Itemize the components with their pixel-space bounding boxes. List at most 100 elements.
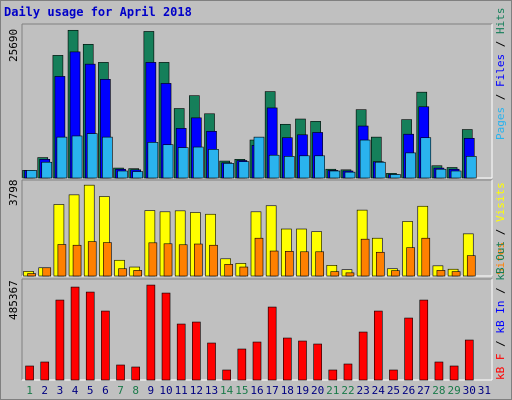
visits-bar: [266, 205, 277, 276]
pages-bar: [132, 171, 143, 178]
visits-bar: [53, 204, 64, 276]
pages-bar: [72, 135, 83, 178]
y-max-label-panel3: 485367: [7, 280, 20, 320]
pages-bar: [405, 152, 416, 178]
day-label: 29: [447, 384, 460, 397]
kbytes-bar: [237, 349, 246, 380]
day-label: 2: [41, 384, 48, 397]
sites-bar-outline: [421, 237, 431, 277]
kbytes-bar: [86, 292, 95, 380]
pages-bar: [269, 155, 280, 178]
visits-bar: [114, 260, 125, 276]
pages-bar: [254, 137, 264, 178]
pages-bar-outline: [390, 174, 401, 179]
pages-bar-outline: [102, 136, 113, 179]
pages-bar-outline: [253, 136, 265, 179]
kbytes-bar: [283, 338, 292, 380]
sites-bar-outline: [300, 251, 309, 277]
pages-bar: [314, 155, 325, 178]
kbytes-bar: [116, 365, 125, 380]
day-label: 9: [148, 384, 155, 397]
kbytes-bar: [55, 300, 64, 380]
kbytes-bar-outline: [131, 366, 141, 381]
pages-bar: [466, 156, 477, 178]
sites-bar-outline: [330, 271, 340, 277]
day-label: 21: [326, 384, 339, 397]
day-label: 5: [87, 384, 94, 397]
pages-bar: [420, 137, 431, 178]
pages-bar-outline: [223, 163, 234, 179]
sites-bar-outline: [315, 251, 324, 277]
kbytes-bar: [101, 311, 110, 380]
sites-bar-outline: [451, 271, 461, 277]
legend-pages-files-hits: Pages / Files / Hits: [494, 8, 507, 141]
pages-bar: [360, 140, 371, 178]
kbytes-bar: [419, 300, 428, 380]
pages-bar: [451, 170, 462, 178]
kbytes-bar-outline: [222, 369, 231, 381]
sites-bar-outline: [148, 242, 158, 277]
legend-sites-visits: Sites / Visits: [494, 182, 507, 275]
pages-bar-outline: [147, 142, 159, 179]
chart-title: Daily usage for April 2018: [4, 5, 192, 19]
kbytes-bar: [328, 370, 337, 380]
sites-bar-outline: [360, 238, 370, 277]
day-label: 17: [266, 384, 279, 397]
files-bar: [145, 62, 156, 179]
kbytes-bar: [313, 344, 322, 380]
pages-bar-outline: [117, 170, 128, 179]
kbytes-bar-outline: [313, 343, 322, 381]
sites-bar: [376, 252, 385, 276]
pages-bar-outline: [329, 170, 341, 179]
sites-bar-outline: [209, 244, 218, 277]
pages-bar-outline: [420, 137, 432, 179]
pages-bar-outline: [314, 155, 325, 179]
kbytes-bar-outline: [434, 361, 444, 381]
day-label: 18: [281, 384, 294, 397]
kbytes-bar: [343, 364, 352, 380]
sites-bar: [57, 244, 66, 276]
sites-bar-outline: [224, 264, 233, 277]
sites-bar-outline: [375, 251, 385, 277]
sites-bar: [270, 251, 279, 276]
day-label: 13: [205, 384, 218, 397]
kbytes-bar: [146, 285, 155, 380]
files-bar: [312, 132, 323, 178]
sites-bar: [315, 251, 324, 276]
day-label: 30: [463, 384, 476, 397]
day-label: 25: [387, 384, 400, 397]
sites-bar-outline: [194, 243, 203, 277]
sites-bar: [391, 270, 400, 276]
kbytes-bar: [359, 332, 368, 380]
sites-bar: [88, 241, 97, 276]
visits-bar: [326, 265, 337, 276]
sites-bar-outline: [42, 267, 52, 277]
hits-bar: [371, 137, 382, 178]
sites-bar: [224, 264, 233, 276]
pages-bar: [102, 137, 113, 178]
pages-bar: [26, 170, 37, 178]
pages-bar: [208, 149, 219, 178]
day-label: 24: [372, 384, 386, 397]
kbytes-bar-outline: [207, 342, 216, 381]
sites-bar-outline: [239, 266, 249, 277]
y-max-label-panel1: 25690: [7, 29, 20, 62]
pages-bar-outline: [435, 168, 447, 179]
pages-bar-outline: [465, 156, 477, 179]
sites-bar: [73, 245, 82, 276]
sites-bar-outline: [72, 244, 82, 277]
pages-bar-outline: [450, 170, 462, 179]
visits-bar: [99, 196, 110, 276]
pages-bar-outline: [405, 152, 416, 179]
kbytes-bar-outline: [343, 363, 353, 381]
visits-bar: [175, 210, 186, 276]
sites-bar: [148, 242, 157, 276]
pages-bar-outline: [359, 139, 371, 179]
kbytes-bar: [268, 307, 277, 380]
kbytes-bar-outline: [328, 369, 338, 381]
kbytes-bar-outline: [192, 321, 201, 381]
kbytes-bar: [207, 343, 216, 380]
pages-bar-outline: [284, 156, 295, 179]
sites-bar: [452, 271, 461, 276]
sites-bar-outline: [285, 250, 294, 277]
